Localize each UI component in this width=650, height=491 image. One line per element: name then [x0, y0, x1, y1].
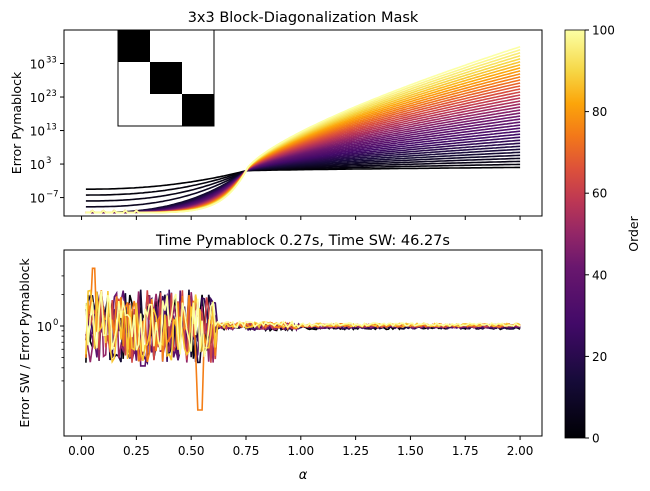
colorbar-tick-label: 20	[592, 350, 607, 364]
bottom-xtick-label: 0.00	[68, 444, 95, 458]
mask-cell	[118, 62, 150, 94]
mask-cell	[150, 62, 182, 94]
top-ytick-label: 10	[30, 125, 45, 139]
bottom-xlabel: α	[299, 468, 308, 483]
top-ylabel: Error Pymablock	[9, 71, 24, 174]
bottom-panel: Time Pymablock 0.27s, Time SW: 46.27s Er…	[17, 233, 543, 483]
top-ytick-label: 10	[30, 91, 45, 105]
top-series-line	[85, 157, 521, 208]
bottom-ylabel: Error SW / Error Pymablock	[17, 258, 32, 428]
bottom-xtick-label: 1.50	[397, 444, 424, 458]
bottom-series-line	[85, 267, 521, 411]
top-ytick-exponent: 13	[46, 123, 57, 133]
colorbar: 0 20 40 60 80 100 Order	[564, 24, 641, 446]
top-xticks	[81, 216, 521, 220]
mask-cell	[118, 30, 150, 62]
bottom-xtick-label: 2.00	[507, 444, 534, 458]
top-ytick-exponent: 3	[46, 156, 51, 166]
top-panel: 3x3 Block-Diagonalization Mask Error Pym…	[9, 10, 543, 220]
colorbar-tick-label: 80	[592, 105, 607, 119]
colorbar-label: Order	[626, 215, 641, 251]
mask-cell	[150, 30, 182, 62]
colorbar-tick-label: 60	[592, 187, 607, 201]
mask-cell	[182, 62, 214, 94]
colorbar-tick-label: 100	[592, 24, 615, 38]
colorbar-ticks: 0 20 40 60 80 100	[585, 24, 615, 446]
bottom-axes-frame	[63, 249, 543, 437]
bottom-yticks: 10 0	[37, 275, 64, 382]
bottom-xtick-label: 1.25	[342, 444, 369, 458]
top-ytick-label: 10	[30, 192, 45, 206]
top-series-line	[85, 166, 521, 190]
top-series-line	[85, 46, 521, 214]
top-ytick-exponent: 23	[46, 89, 57, 99]
colorbar-tick-label: 0	[592, 432, 600, 446]
bottom-xtick-label: 1.75	[452, 444, 479, 458]
top-axes-frame	[63, 29, 543, 217]
top-series-lines	[85, 46, 521, 214]
mask-cell	[150, 94, 182, 126]
top-ytick-exponent: 33	[46, 56, 57, 66]
colorbar-tick-label: 40	[592, 268, 607, 282]
top-title: 3x3 Block-Diagonalization Mask	[188, 10, 419, 26]
bottom-xtick-label: 1.00	[287, 444, 314, 458]
bottom-ytick-exponent: 0	[53, 318, 58, 328]
mask-cell	[118, 94, 150, 126]
top-series-line	[85, 160, 521, 202]
colorbar-gradient	[564, 29, 586, 439]
mask-cell	[182, 94, 214, 126]
mask-inset	[117, 29, 215, 127]
mask-cell	[182, 30, 214, 62]
bottom-series-line	[85, 290, 521, 357]
bottom-ytick-label: 10	[37, 320, 52, 334]
top-ytick-label: 10	[30, 58, 45, 72]
top-series-line	[85, 163, 521, 196]
top-ytick-label: 10	[30, 158, 45, 172]
bottom-xtick-label: 0.25	[123, 444, 150, 458]
top-ytick-exponent: −7	[46, 190, 59, 200]
bottom-xtick-label: 0.75	[233, 444, 260, 458]
bottom-xticks: 0.00 0.25 0.50 0.75 1.00 1.25 1.50 1.75 2.00	[68, 436, 533, 458]
bottom-series-lines	[85, 267, 521, 411]
bottom-xtick-label: 0.50	[178, 444, 205, 458]
bottom-title: Time Pymablock 0.27s, Time SW: 46.27s	[155, 233, 450, 249]
